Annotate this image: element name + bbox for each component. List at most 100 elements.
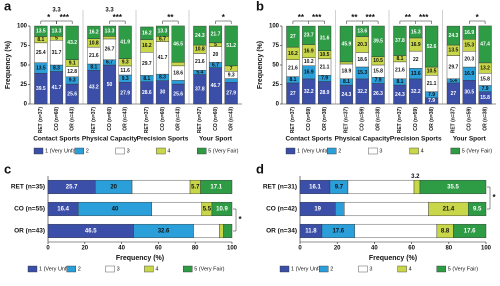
value-label: 35.5	[447, 185, 459, 191]
value-label: 5.5	[203, 207, 212, 213]
x-tick-label: RET (n=37)	[397, 107, 403, 134]
value-label: 32.6	[158, 229, 170, 235]
bar-segment	[211, 201, 233, 217]
bar-segment	[155, 25, 170, 37]
legend-swatch	[115, 147, 125, 155]
bar-segment	[224, 78, 238, 83]
value-label: 41.7	[52, 85, 62, 91]
panel-letter: a	[4, 0, 12, 13]
legend-swatch	[368, 147, 378, 155]
value-label: 10.5	[320, 52, 330, 58]
value-label: 25.6	[173, 91, 183, 97]
value-label: 46.5	[173, 41, 183, 47]
value-label: 21.6	[288, 66, 298, 72]
significance-label: ***	[419, 13, 429, 22]
value-label: 7.9	[428, 98, 435, 104]
bar-segment	[140, 26, 154, 40]
value-label: 10.2	[304, 59, 314, 65]
legend-label: 3	[379, 148, 382, 154]
value-label: 9.3	[122, 76, 129, 82]
value-label: 6.7	[106, 60, 113, 66]
group-label: Your Sport	[453, 136, 487, 143]
value-label: 24.3	[395, 92, 405, 98]
bar-segment	[462, 25, 476, 40]
value-label: 16.2	[142, 31, 152, 37]
bar-segment	[49, 25, 64, 37]
panel-letter: d	[256, 161, 264, 176]
value-label: 25.4	[36, 50, 46, 56]
legend-label: 3	[369, 266, 372, 272]
value-label: 13.5	[36, 65, 46, 71]
y-tick-label: OR (n=34)	[266, 228, 297, 235]
value-label: 29.7	[142, 61, 152, 67]
x-tick-label: 40	[371, 246, 378, 252]
value-label: 10.5	[427, 68, 437, 74]
significance-bracket	[109, 20, 126, 24]
value-label: 19	[314, 207, 321, 213]
y-tick-label: 75	[272, 43, 279, 49]
legend-swatch	[74, 147, 85, 155]
value-label: 9.5	[473, 207, 482, 213]
x-tick-label: RET (n=37)	[91, 107, 97, 134]
x-tick-label: OR (n=38)	[322, 107, 328, 131]
value-label: 39.5	[373, 39, 383, 45]
legend-label: 3	[117, 266, 120, 272]
value-label: 27	[290, 34, 296, 40]
significance-label: ***	[312, 13, 322, 22]
legend-label: 4	[155, 266, 158, 272]
significance-label: **	[405, 13, 412, 22]
value-label: 13.5	[449, 48, 459, 54]
y-tick-label: 0	[24, 102, 28, 108]
bar-segment	[171, 61, 185, 67]
x-axis-label: Frequency (%)	[116, 255, 164, 262]
x-tick-label: 80	[445, 246, 452, 252]
bar-segment	[286, 25, 300, 48]
x-tick-label: CO (n=60)	[160, 107, 166, 131]
value-label: 9.3	[69, 78, 76, 84]
value-label: 24.3	[449, 33, 459, 39]
bar-segment	[219, 223, 224, 239]
value-label: 21.1	[427, 81, 437, 87]
value-label: 15.3	[464, 43, 474, 49]
y-tick-label: 75	[20, 43, 27, 49]
significance-label: ***	[113, 13, 123, 22]
legend-label: 1 (Very Unfair)	[291, 266, 327, 272]
value-label: 24.3	[195, 33, 205, 39]
value-label: 8.3	[159, 75, 166, 81]
value-label: 25.7	[66, 185, 78, 191]
legend-swatch	[105, 265, 115, 273]
legend-label: 5 (Very Fair)	[462, 148, 492, 154]
significance-label: *	[476, 13, 480, 22]
value-label: 21.6	[89, 53, 99, 59]
bar-segment	[355, 25, 369, 37]
value-label: 15.3	[357, 70, 367, 76]
x-tick-label: OR (n=43)	[69, 107, 75, 131]
value-label: 17.6	[332, 229, 344, 235]
x-tick-label: CO (n=59)	[360, 107, 366, 131]
value-label: 21.6	[195, 59, 205, 65]
value-label: 21.7	[211, 32, 221, 38]
value-label: 18.6	[173, 70, 183, 76]
x-tick-label: CO (n=59)	[306, 107, 312, 131]
value-label: 15.3	[411, 29, 421, 35]
bar-segment	[118, 25, 132, 59]
value-label: 16.9	[304, 48, 314, 54]
legend-swatch	[397, 265, 407, 273]
legend-swatch	[319, 265, 329, 273]
value-label: 5.7	[191, 185, 200, 191]
legend-swatch	[27, 265, 38, 273]
bar-segment	[339, 25, 354, 63]
value-label: 9.1	[69, 61, 76, 67]
legend-swatch	[144, 265, 154, 273]
value-label: 29.7	[449, 64, 459, 70]
value-label: 9.3	[122, 60, 129, 66]
bar-segment	[339, 61, 354, 65]
value-label: 13.3	[105, 29, 115, 35]
value-label: 47.4	[480, 42, 490, 48]
panel-letter: c	[4, 161, 11, 176]
x-tick-label: 40	[118, 246, 125, 252]
significance-bracket	[415, 20, 432, 24]
value-label: 5.4	[196, 70, 203, 76]
value-label: 21.1	[320, 64, 330, 70]
x-tick-label: 80	[192, 246, 199, 252]
